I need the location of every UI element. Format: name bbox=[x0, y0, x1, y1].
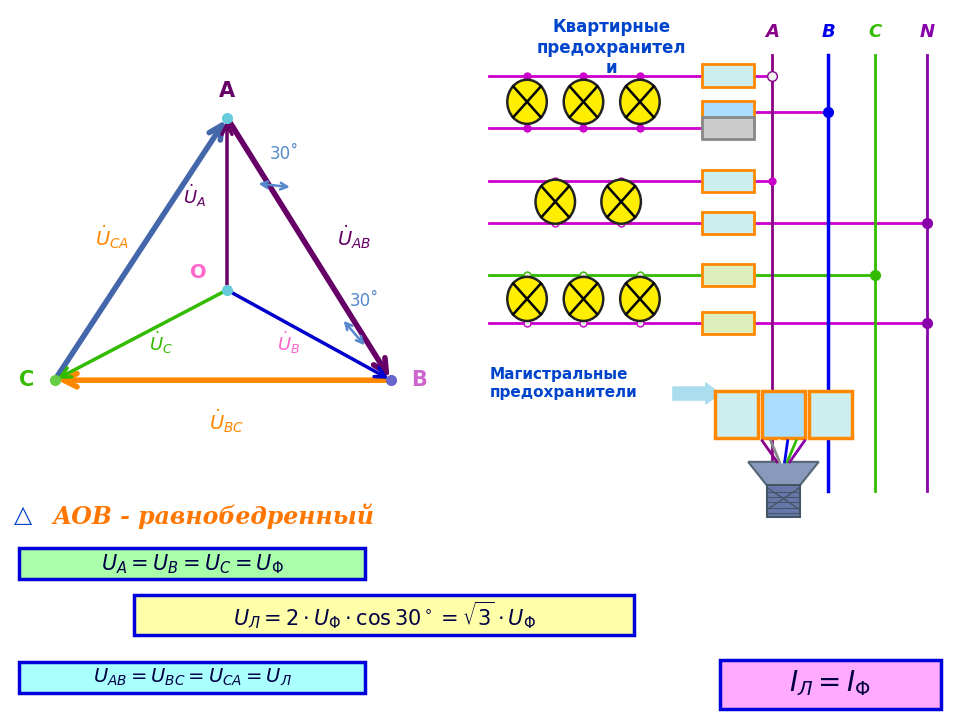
Text: Квартирные
предохранител
и: Квартирные предохранител и bbox=[537, 18, 686, 77]
Bar bbox=[702, 264, 754, 287]
Bar bbox=[767, 485, 800, 517]
Text: 30˚: 30˚ bbox=[270, 145, 300, 163]
Circle shape bbox=[536, 179, 575, 224]
Bar bbox=[19, 548, 365, 580]
Text: B: B bbox=[821, 23, 835, 41]
Text: C: C bbox=[869, 23, 882, 41]
Text: $I_Л = I_\Phi$: $I_Л = I_\Phi$ bbox=[789, 669, 872, 699]
Bar bbox=[762, 391, 804, 438]
Circle shape bbox=[507, 80, 547, 124]
FancyArrow shape bbox=[673, 383, 720, 404]
Circle shape bbox=[620, 80, 660, 124]
Bar bbox=[720, 660, 941, 708]
Text: A: A bbox=[765, 23, 779, 41]
Text: $U_{AB} = U_{BC} = U_{CA} = U_Л$: $U_{AB} = U_{BC} = U_{CA} = U_Л$ bbox=[92, 667, 292, 688]
Bar bbox=[702, 212, 754, 234]
Text: $\dot{U}_{C}$: $\dot{U}_{C}$ bbox=[150, 330, 174, 356]
Text: АОВ - равнобедренный: АОВ - равнобедренный bbox=[53, 503, 374, 529]
Text: N: N bbox=[920, 23, 934, 41]
Bar bbox=[715, 391, 757, 438]
Bar bbox=[19, 662, 365, 693]
Bar bbox=[134, 595, 634, 635]
Circle shape bbox=[601, 179, 641, 224]
Text: 30˚: 30˚ bbox=[350, 292, 379, 310]
Text: $\dot{U}_{A}$: $\dot{U}_{A}$ bbox=[182, 182, 205, 209]
Bar bbox=[702, 312, 754, 333]
Text: $U_Л = 2 \cdot U_\Phi \cdot \cos 30^\circ = \sqrt{3} \cdot U_\Phi$: $U_Л = 2 \cdot U_\Phi \cdot \cos 30^\cir… bbox=[232, 599, 536, 631]
Text: $\dot{U}_{B}$: $\dot{U}_{B}$ bbox=[276, 330, 300, 356]
Bar bbox=[702, 117, 754, 139]
Text: B: B bbox=[412, 370, 427, 390]
Polygon shape bbox=[748, 462, 819, 485]
Bar bbox=[702, 65, 754, 86]
Text: △: △ bbox=[14, 503, 33, 528]
Bar bbox=[809, 391, 852, 438]
Text: $U_A = U_B = U_C = U_\Phi$: $U_A = U_B = U_C = U_\Phi$ bbox=[101, 552, 283, 575]
Text: Магистральные
предохранители: Магистральные предохранители bbox=[490, 367, 637, 400]
Bar bbox=[702, 170, 754, 192]
Circle shape bbox=[564, 276, 603, 321]
Text: O: O bbox=[190, 263, 206, 282]
Text: $\dot{U}_{BC}$: $\dot{U}_{BC}$ bbox=[209, 408, 245, 435]
Text: $\dot{U}_{CA}$: $\dot{U}_{CA}$ bbox=[95, 222, 130, 251]
Bar bbox=[702, 102, 754, 123]
Circle shape bbox=[620, 276, 660, 321]
Text: C: C bbox=[19, 370, 35, 390]
Text: A: A bbox=[219, 81, 235, 102]
Text: $\dot{U}_{AB}$: $\dot{U}_{AB}$ bbox=[337, 222, 372, 251]
Circle shape bbox=[507, 276, 547, 321]
Circle shape bbox=[564, 80, 603, 124]
